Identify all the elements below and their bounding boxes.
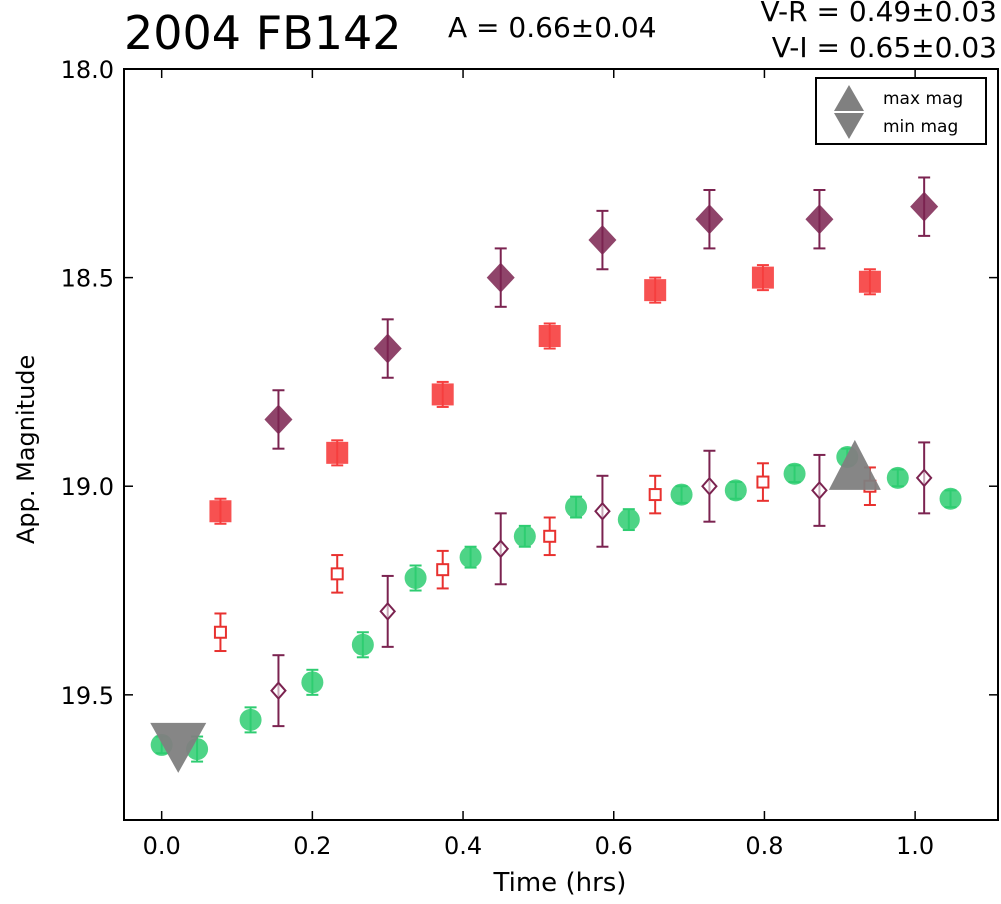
x-axis-label: Time (hrs) — [493, 868, 627, 898]
chart-marks — [150, 176, 962, 773]
data-point — [431, 383, 454, 406]
data-point — [379, 601, 397, 621]
max-mag-marker — [828, 439, 881, 490]
y-axis-label: App. Magnitude — [12, 354, 40, 544]
data-point — [648, 488, 662, 502]
data-point — [783, 462, 806, 485]
data-point — [239, 708, 262, 731]
data-point — [724, 479, 747, 502]
legend-max-label: max mag — [883, 89, 964, 109]
data-point — [751, 266, 774, 289]
y-tick-label: 19.0 — [61, 473, 114, 501]
data-point — [939, 487, 962, 510]
data-point — [695, 204, 724, 235]
data-point — [701, 476, 718, 496]
y-tick-label: 18.5 — [61, 265, 114, 293]
y-tick-label: 19.5 — [61, 682, 114, 710]
data-point — [213, 625, 227, 639]
data-point — [543, 529, 557, 543]
data-point — [351, 633, 374, 656]
min-mag-marker — [150, 722, 207, 773]
x-tick-label: 0.6 — [595, 832, 633, 860]
data-point — [805, 204, 834, 235]
x-tick-label: 0.0 — [143, 832, 181, 860]
amplitude-label: A = 0.66±0.04 — [448, 11, 657, 44]
color-vi-label: V-I = 0.65±0.03 — [771, 31, 997, 64]
data-point — [264, 404, 293, 435]
chart-title: 2004 FB142 — [124, 6, 402, 60]
data-point — [492, 539, 510, 559]
plot-frame — [123, 68, 999, 821]
y-tick-label: 18.0 — [61, 56, 114, 84]
legend-markers — [834, 85, 864, 139]
data-point — [617, 508, 640, 531]
data-point — [513, 525, 536, 548]
x-tick-label: 0.2 — [293, 832, 331, 860]
data-point — [915, 468, 933, 488]
color-vr-label: V-R = 0.49±0.03 — [760, 0, 997, 28]
data-point — [330, 567, 344, 581]
legend: max mag min mag — [815, 77, 987, 145]
data-point — [436, 563, 450, 577]
data-point — [756, 475, 770, 489]
data-point — [326, 441, 349, 464]
data-point — [811, 480, 828, 500]
data-point — [644, 279, 667, 302]
x-tick-label: 0.8 — [745, 832, 783, 860]
data-point — [565, 496, 588, 519]
data-point — [209, 500, 232, 523]
chart-axes: 0.0 0.2 0.4 0.6 0.8 1.0 18.0 18.5 19.0 19.5 — [61, 56, 999, 860]
data-point — [588, 225, 617, 256]
min-mag-triangle-icon — [834, 113, 864, 139]
legend-min-label: min mag — [883, 117, 959, 137]
data-point — [910, 191, 939, 222]
data-point — [594, 501, 611, 521]
data-point — [301, 671, 324, 694]
x-tick-label: 1.0 — [896, 832, 934, 860]
data-point — [670, 483, 693, 506]
data-point — [404, 567, 427, 590]
data-point — [886, 466, 909, 489]
data-point — [373, 333, 402, 364]
data-point — [858, 270, 881, 293]
data-point — [459, 546, 482, 569]
x-tick-label: 0.4 — [444, 832, 482, 860]
data-point — [486, 262, 515, 293]
data-point — [270, 681, 287, 701]
max-mag-triangle-icon — [834, 85, 864, 111]
data-point — [538, 325, 561, 348]
